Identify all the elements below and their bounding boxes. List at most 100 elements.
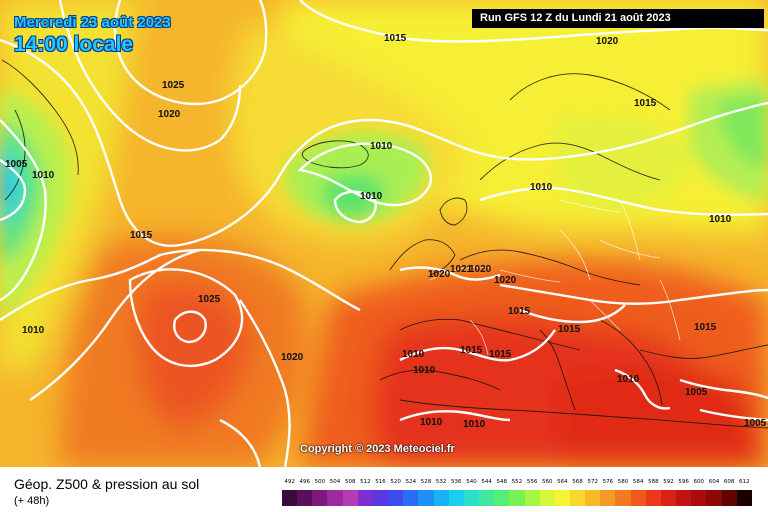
scale-swatch xyxy=(691,490,707,506)
isobar-label: 1021 xyxy=(450,264,473,275)
isobar-label-group: 1015 1020 1025 1020 1005 1010 1010 1010 … xyxy=(5,33,767,430)
scale-label: 500 xyxy=(314,479,326,485)
scale-swatch xyxy=(357,490,373,506)
isobar-label: 1010 xyxy=(360,191,383,202)
scale-swatch xyxy=(569,490,586,506)
scale-label: 592 xyxy=(663,479,674,485)
scale-swatch xyxy=(494,490,510,506)
scale-label: 492 xyxy=(284,479,295,485)
scale-swatch xyxy=(676,490,692,506)
scale-label: 520 xyxy=(390,479,401,485)
scale-swatch xyxy=(403,490,419,506)
isobar-label: 1020 xyxy=(158,109,181,120)
scale-label: 532 xyxy=(435,479,447,485)
scale-label: 528 xyxy=(420,479,432,485)
isobar-label: 1015 xyxy=(558,324,581,335)
scale-swatch xyxy=(660,490,677,506)
scale-label: 564 xyxy=(557,479,568,485)
scale-swatch xyxy=(327,490,343,506)
isobar-label: 1025 xyxy=(198,294,221,305)
isobar-label: 1015 xyxy=(634,98,657,109)
scale-swatch xyxy=(418,490,434,506)
isobar-label: 1015 xyxy=(460,345,483,356)
scale-label: 552 xyxy=(511,479,523,485)
model-run-banner: Run GFS 12 Z du Lundi 21 août 2023 xyxy=(472,9,764,28)
isobar-label: 1015 xyxy=(508,306,531,317)
isobar-label: 1005 xyxy=(744,418,767,429)
scale-swatch xyxy=(721,490,737,506)
isobar-label: 1020 xyxy=(494,275,517,286)
color-scale-labels: 492 496 500 504 508 512 516 520 524 528 532 536 540 5… xyxy=(282,479,752,489)
isobar-label: 1020 xyxy=(428,269,451,280)
scale-swatch xyxy=(372,490,389,506)
forecast-date: Mercredi 23 août 2023 xyxy=(14,14,171,31)
scale-label: 584 xyxy=(632,479,644,485)
scale-swatch xyxy=(736,490,752,506)
scale-label: 612 xyxy=(739,479,750,485)
scale-swatch xyxy=(312,490,328,506)
isobars xyxy=(0,0,768,467)
scale-swatch xyxy=(630,490,646,506)
forecast-offset: (+ 48h) xyxy=(14,495,50,507)
scale-label: 568 xyxy=(572,479,583,485)
scale-label: 540 xyxy=(466,479,477,485)
scale-swatch xyxy=(297,490,313,506)
isobar-label: 1015 xyxy=(489,349,512,360)
weather-map: 1015 1020 1025 1020 1005 1010 1010 1010 … xyxy=(0,0,768,467)
isobar-label: 1010 xyxy=(530,182,553,193)
isobar-label: 1015 xyxy=(694,322,717,333)
scale-swatch xyxy=(600,490,616,506)
scale-swatch xyxy=(448,490,464,506)
isobar-label: 1010 xyxy=(617,374,640,385)
isobar-label: 1025 xyxy=(162,80,185,91)
scale-swatch xyxy=(524,490,540,506)
scale-swatch xyxy=(282,490,298,506)
isobar-label: 1010 xyxy=(709,214,732,225)
isobar-label: 1020 xyxy=(281,352,304,363)
forecast-time: 14:00 locale xyxy=(14,33,134,56)
isobar-label: 1015 xyxy=(130,230,153,241)
scale-swatch xyxy=(645,490,661,506)
scale-label: 572 xyxy=(587,479,598,485)
geopotential-field xyxy=(0,0,768,467)
coastlines xyxy=(1,59,768,429)
scale-label: 504 xyxy=(329,479,341,485)
scale-label: 608 xyxy=(723,479,735,485)
isobar-label: 1005 xyxy=(5,159,28,170)
isobar-label: 1015 xyxy=(384,33,407,44)
isobar-label: 1010 xyxy=(420,417,443,428)
color-scale-swatches xyxy=(282,490,752,506)
scale-swatch xyxy=(388,490,404,506)
scale-label: 512 xyxy=(360,479,371,485)
copyright-text: Copyright © 2023 Meteociel.fr xyxy=(300,443,455,455)
scale-label: 536 xyxy=(451,479,462,485)
isobar-label: 1010 xyxy=(402,349,425,360)
scale-label: 508 xyxy=(344,479,356,485)
scale-label: 580 xyxy=(617,479,629,485)
scale-swatch xyxy=(433,490,449,506)
isobar-label: 1010 xyxy=(413,365,436,376)
scale-label: 576 xyxy=(602,479,614,485)
scale-swatch xyxy=(706,490,722,506)
scale-swatch xyxy=(509,490,525,506)
scale-swatch xyxy=(479,490,495,506)
legend-footer: Géop. Z500 & pression au sol (+ 48h) 492… xyxy=(0,467,768,512)
scale-swatch xyxy=(615,490,631,506)
scale-swatch xyxy=(463,490,480,506)
scale-label: 600 xyxy=(693,479,705,485)
scale-label: 556 xyxy=(526,479,538,485)
scale-label: 544 xyxy=(481,479,492,485)
isobar-label: 1010 xyxy=(463,419,486,430)
isobar-label: 1010 xyxy=(32,170,55,181)
isobar-label: 1010 xyxy=(370,141,393,152)
scale-swatch xyxy=(554,490,570,506)
scale-swatch xyxy=(342,490,358,506)
scale-label: 548 xyxy=(496,479,508,485)
scale-swatch xyxy=(585,490,601,506)
isobar-label: 1010 xyxy=(22,325,45,336)
map-title: Géop. Z500 & pression au sol xyxy=(14,476,200,492)
scale-label: 596 xyxy=(678,479,689,485)
scale-label: 524 xyxy=(405,479,417,485)
scale-label: 560 xyxy=(541,479,553,485)
scale-label: 496 xyxy=(299,479,310,485)
